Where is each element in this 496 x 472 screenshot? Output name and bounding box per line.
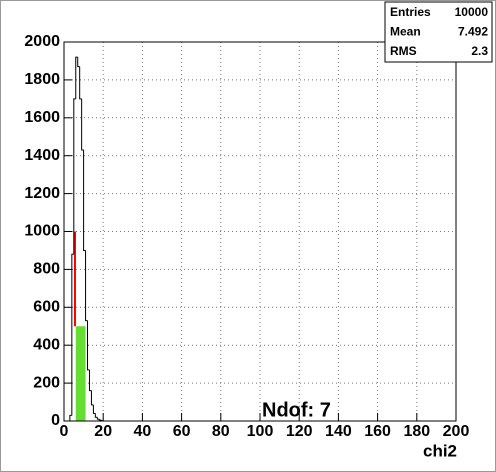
y-tick-label: 2000: [24, 33, 60, 50]
histogram-bin: [69, 414, 72, 421]
y-tick-label: 400: [33, 336, 60, 353]
histogram-bin: [79, 66, 82, 100]
x-tick-label: 20: [94, 423, 112, 440]
green-band: [75, 326, 86, 421]
stats-key: Entries: [390, 5, 431, 19]
x-tick-label: 60: [173, 423, 191, 440]
y-tick-label: 0: [51, 412, 60, 429]
y-tick-label: 1800: [24, 71, 60, 88]
histogram-bin: [71, 253, 74, 416]
stats-value: 7.492: [458, 25, 488, 39]
stats-value: 2.3: [471, 44, 488, 58]
y-tick-label: 1400: [24, 147, 60, 164]
histogram-bin: [98, 419, 102, 421]
stats-key: Mean: [390, 25, 421, 39]
y-tick-label: 1600: [24, 109, 60, 126]
stats-key: RMS: [390, 44, 417, 58]
x-tick-label: 0: [60, 423, 69, 440]
histogram-bin: [90, 390, 94, 406]
histogram-bin: [96, 417, 100, 420]
stats-box: Entries 10000 Mean 7.492 RMS 2.3: [384, 1, 493, 63]
x-tick-label: 160: [364, 423, 391, 440]
histogram-bin: [81, 98, 84, 151]
x-tick-label: 200: [443, 423, 470, 440]
y-tick-label: 1000: [24, 223, 60, 240]
histogram-bin: [92, 404, 96, 414]
plot: 0 200 400 600 800 1000 1200 1400 1600 1800 2000 0 20…: [24, 33, 469, 440]
histogram-bin: [87, 320, 90, 371]
x-tick-label: 120: [286, 423, 313, 440]
histogram-bin: [77, 57, 80, 68]
stats-value: 10000: [455, 5, 489, 19]
stats-frame: [384, 1, 493, 63]
x-tick-label: 80: [212, 423, 230, 440]
annotation: Ndof: 7: [262, 399, 331, 421]
histogram-bin: [83, 150, 86, 251]
histogram-bin: [94, 413, 98, 418]
x-tick-label: 180: [403, 423, 430, 440]
x-tick-label: 100: [247, 423, 274, 440]
histogram-bin: [73, 98, 76, 255]
histogram-bin: [75, 56, 78, 99]
x-tick-label: 140: [325, 423, 352, 440]
y-tick-label: 1200: [24, 185, 60, 202]
x-tick-label: 40: [134, 423, 152, 440]
x-axis-label: chi2: [423, 441, 457, 460]
y-tick-label: 800: [33, 261, 60, 278]
frame: [63, 41, 457, 422]
y-tick-label: 600: [33, 299, 60, 316]
histogram-bin: [85, 250, 88, 322]
histogram-bin: [88, 369, 92, 392]
y-tick-label: 200: [33, 374, 60, 391]
